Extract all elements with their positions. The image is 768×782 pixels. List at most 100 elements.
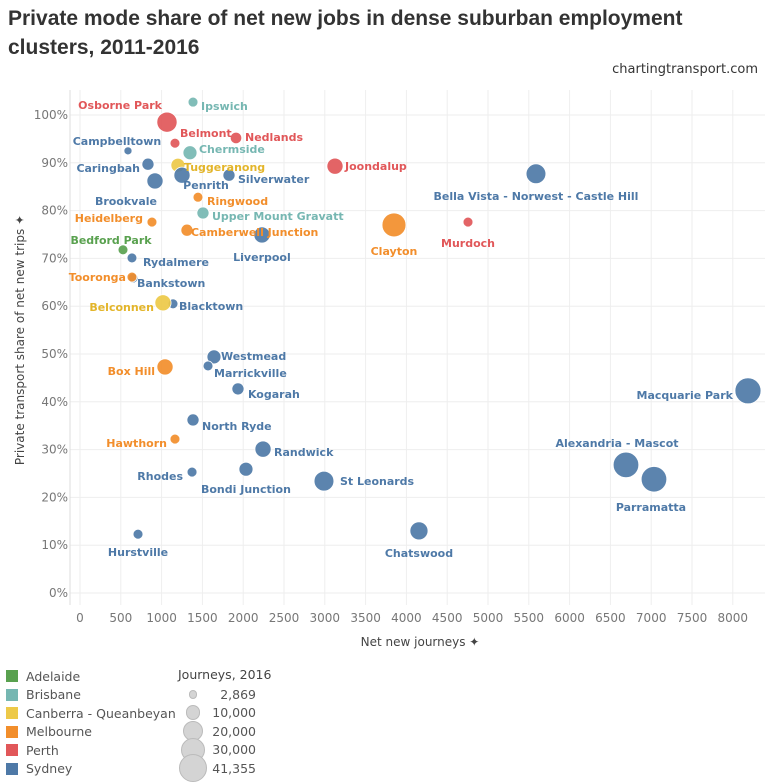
y-tick-label: 90% [41,156,68,170]
point-label: St Leonards [340,475,415,488]
legend-item[interactable]: Adelaide [6,667,176,686]
y-tick-label: 70% [41,251,68,265]
x-tick-label: 6000 [554,611,585,625]
point-label: Bondi Junction [201,483,291,496]
x-axis-title-text: Net new journeys [361,635,466,649]
point-label: Nedlands [245,131,303,144]
data-point[interactable] [254,440,272,458]
size-label: 2,869 [220,686,256,702]
pin-icon[interactable]: ✦ [13,215,27,229]
y-tick-label: 50% [41,347,68,361]
point-label: Joondalup [344,160,407,173]
legend-swatch [6,688,18,701]
data-point[interactable] [196,206,210,220]
legend-label: Brisbane [26,687,81,703]
points [117,96,762,541]
point-label: Upper Mount Gravatt [212,210,344,223]
data-point[interactable] [238,461,254,477]
point-label: Hurstville [108,546,168,559]
data-point[interactable] [326,157,344,175]
data-point[interactable] [169,137,181,149]
data-point[interactable] [186,466,198,478]
data-point[interactable] [117,244,129,256]
data-point[interactable] [187,96,199,108]
data-point[interactable] [462,216,474,228]
point-label: Hawthorn [106,437,167,450]
legend-swatch [6,707,18,720]
point-label: Caringbah [76,162,140,175]
size-legend-item: 41,355 [178,754,271,782]
data-point[interactable] [381,212,407,238]
data-point[interactable] [156,358,174,376]
legend-swatch [6,725,18,738]
x-tick-label: 3000 [310,611,341,625]
data-point[interactable] [173,166,191,184]
legend-item[interactable]: Brisbane [6,686,176,705]
data-point[interactable] [154,294,172,312]
data-point[interactable] [206,349,222,365]
legend-item[interactable]: Perth [6,741,176,760]
data-point[interactable] [222,168,236,182]
data-point[interactable] [126,252,138,264]
data-point[interactable] [180,223,194,237]
legend-item[interactable]: Melbourne [6,723,176,742]
size-legend-item: 10,000 [178,704,271,723]
x-axis-title: Net new journeys ✦ [361,635,480,649]
scatter-chart: 0 500 1000 1500 2000 2500 3000 3500 4000 4500 5000… [13,90,765,649]
data-point[interactable] [612,451,640,479]
data-point[interactable] [734,377,762,405]
point-label: Brookvale [95,195,157,208]
data-point[interactable] [313,470,335,492]
data-point[interactable] [182,145,198,161]
data-point[interactable] [192,191,204,203]
tick-labels: 0 500 1000 1500 2000 2500 3000 3500 4000 4500 5000… [34,108,748,625]
x-tick-label: 7500 [677,611,708,625]
data-point[interactable] [132,528,144,540]
y-axis-title: Private transport share of net new trips… [13,215,27,465]
data-point[interactable] [253,226,271,244]
point-label: Heidelberg [75,212,143,225]
legend-label: Melbourne [26,724,92,740]
data-point[interactable] [169,433,181,445]
point-label: Bankstown [137,277,205,290]
data-point[interactable] [231,382,245,396]
data-point[interactable] [525,163,547,185]
point-label: Rhodes [137,470,183,483]
x-tick-label: 5500 [514,611,545,625]
point-label: Ipswich [201,100,248,113]
size-circle [178,754,207,782]
point-label: Campbelltown [73,135,162,148]
point-label: Rydalmere [143,256,209,269]
point-label: Belconnen [89,301,154,314]
data-point[interactable] [202,360,214,372]
pin-icon[interactable]: ✦ [465,635,479,649]
data-point[interactable] [186,413,200,427]
data-point[interactable] [146,172,164,190]
x-tick-label: 1500 [187,611,218,625]
size-legend-items: 2,869 10,000 20,000 30,000 41,355 [178,685,271,782]
data-point[interactable] [409,521,429,541]
point-label: North Ryde [202,420,272,433]
point-label: Kogarah [248,388,300,401]
source-credit[interactable]: chartingtransport.com [612,62,758,77]
chart-title: Private mode share of net new jobs in de… [8,7,683,59]
data-point[interactable] [229,131,243,145]
data-point[interactable] [146,216,158,228]
x-tick-label: 4000 [391,611,422,625]
data-point[interactable] [123,146,133,156]
point-label: Belmont [180,127,232,140]
size-label: 41,355 [212,760,256,776]
y-tick-label: 80% [41,204,68,218]
data-point[interactable] [126,271,138,283]
data-point[interactable] [156,111,178,133]
point-label: Marrickville [214,367,287,380]
point-label: Alexandria - Mascot [555,437,678,450]
legend-item[interactable]: Canberra - Queanbeyan [6,704,176,723]
legend-item[interactable]: Sydney [6,760,176,779]
data-point[interactable] [640,466,668,493]
size-label: 10,000 [212,705,256,721]
data-point[interactable] [141,157,155,171]
point-label: Westmead [221,350,286,363]
legend-label: Canberra - Queanbeyan [26,705,176,721]
x-tick-label: 5000 [473,611,504,625]
